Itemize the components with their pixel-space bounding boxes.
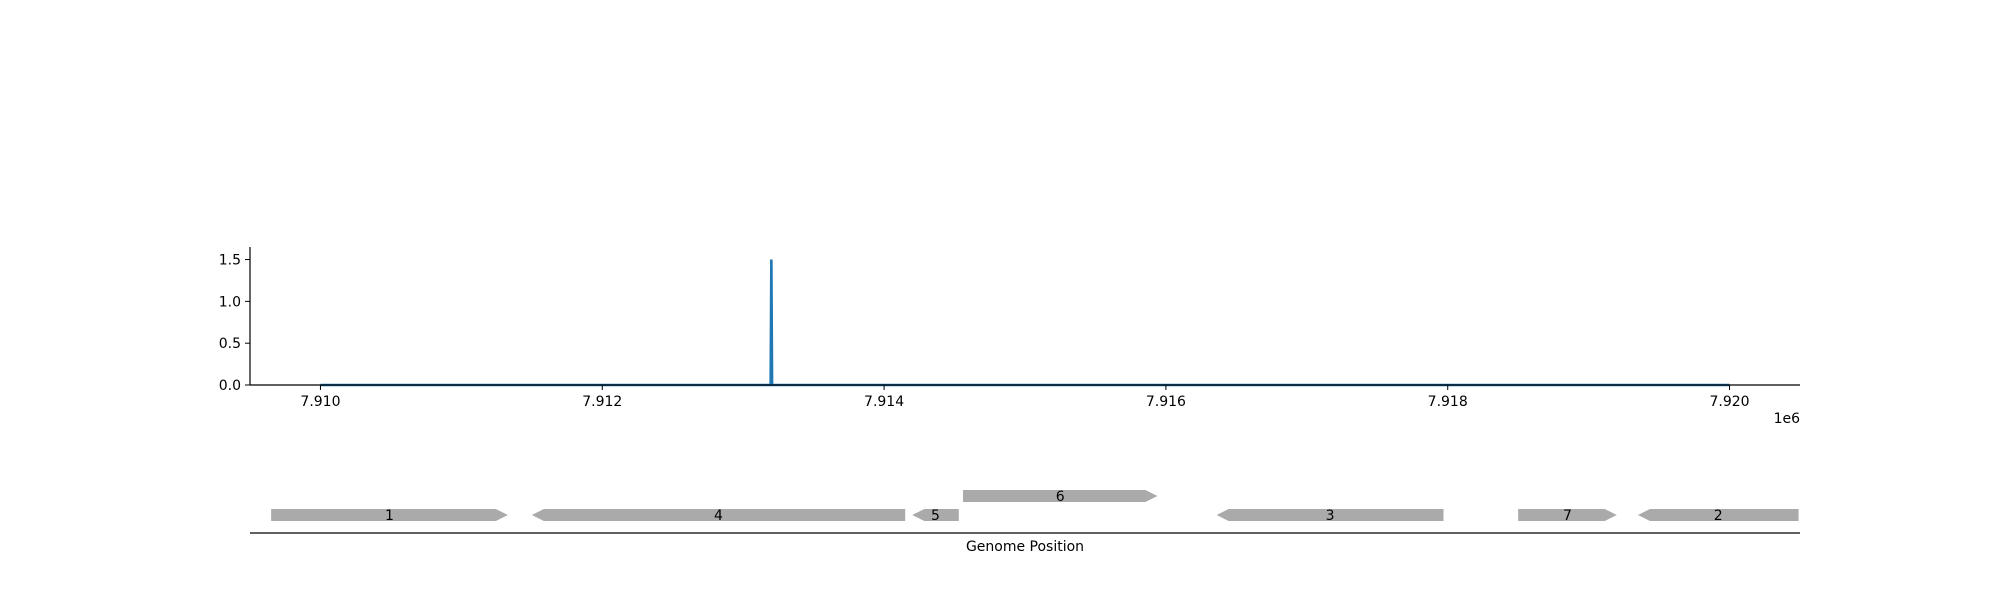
gene-feature-label: 3 [1326,508,1335,524]
gene-feature-5 [912,509,959,521]
gene-track: 1 4 5 6 3 7 2 Genome Position [250,489,1800,555]
gene-track-xlabel: Genome Position [966,539,1084,555]
x-tick-label: 7.918 [1428,394,1468,410]
gene-feature-label: 6 [1056,489,1065,505]
feature-group: 1 4 5 6 3 7 2 [271,489,1799,524]
x-tick-label: 7.916 [1146,394,1186,410]
gene-feature-7 [1518,509,1617,521]
x-tick-label: 7.920 [1709,394,1749,410]
series-line-group [320,259,1730,387]
y-tick-label: 0.5 [219,336,241,352]
y-tick-label: 1.0 [219,294,241,310]
x-offset-label: 1e6 [1774,411,1801,427]
gene-feature-label: 7 [1563,508,1572,524]
coverage-axes: 7.910 7.912 7.914 7.916 7.918 7.920 0.0 0.5 1.0 1… [219,247,1800,410]
gene-feature-label: 5 [931,508,940,524]
gene-feature-label: 2 [1714,508,1723,524]
x-tick-label: 7.910 [300,394,340,410]
gene-feature-2 [1637,509,1799,521]
x-tick-label: 7.912 [582,394,622,410]
y-tick-label: 1.5 [219,253,241,269]
gene-feature-1 [271,509,508,521]
series-line-0 [320,259,1730,387]
gene-feature-6 [963,490,1158,502]
coverage-plot: 7.910 7.912 7.914 7.916 7.918 7.920 0.0 0.5 1.0 1… [219,247,1800,427]
y-tick-label: 0.0 [219,378,241,394]
gene-feature-label: 1 [385,508,394,524]
gene-feature-4 [531,509,906,521]
x-tick-label: 7.914 [864,394,904,410]
gene-feature-label: 4 [714,508,723,524]
gene-feature-3 [1216,509,1444,521]
